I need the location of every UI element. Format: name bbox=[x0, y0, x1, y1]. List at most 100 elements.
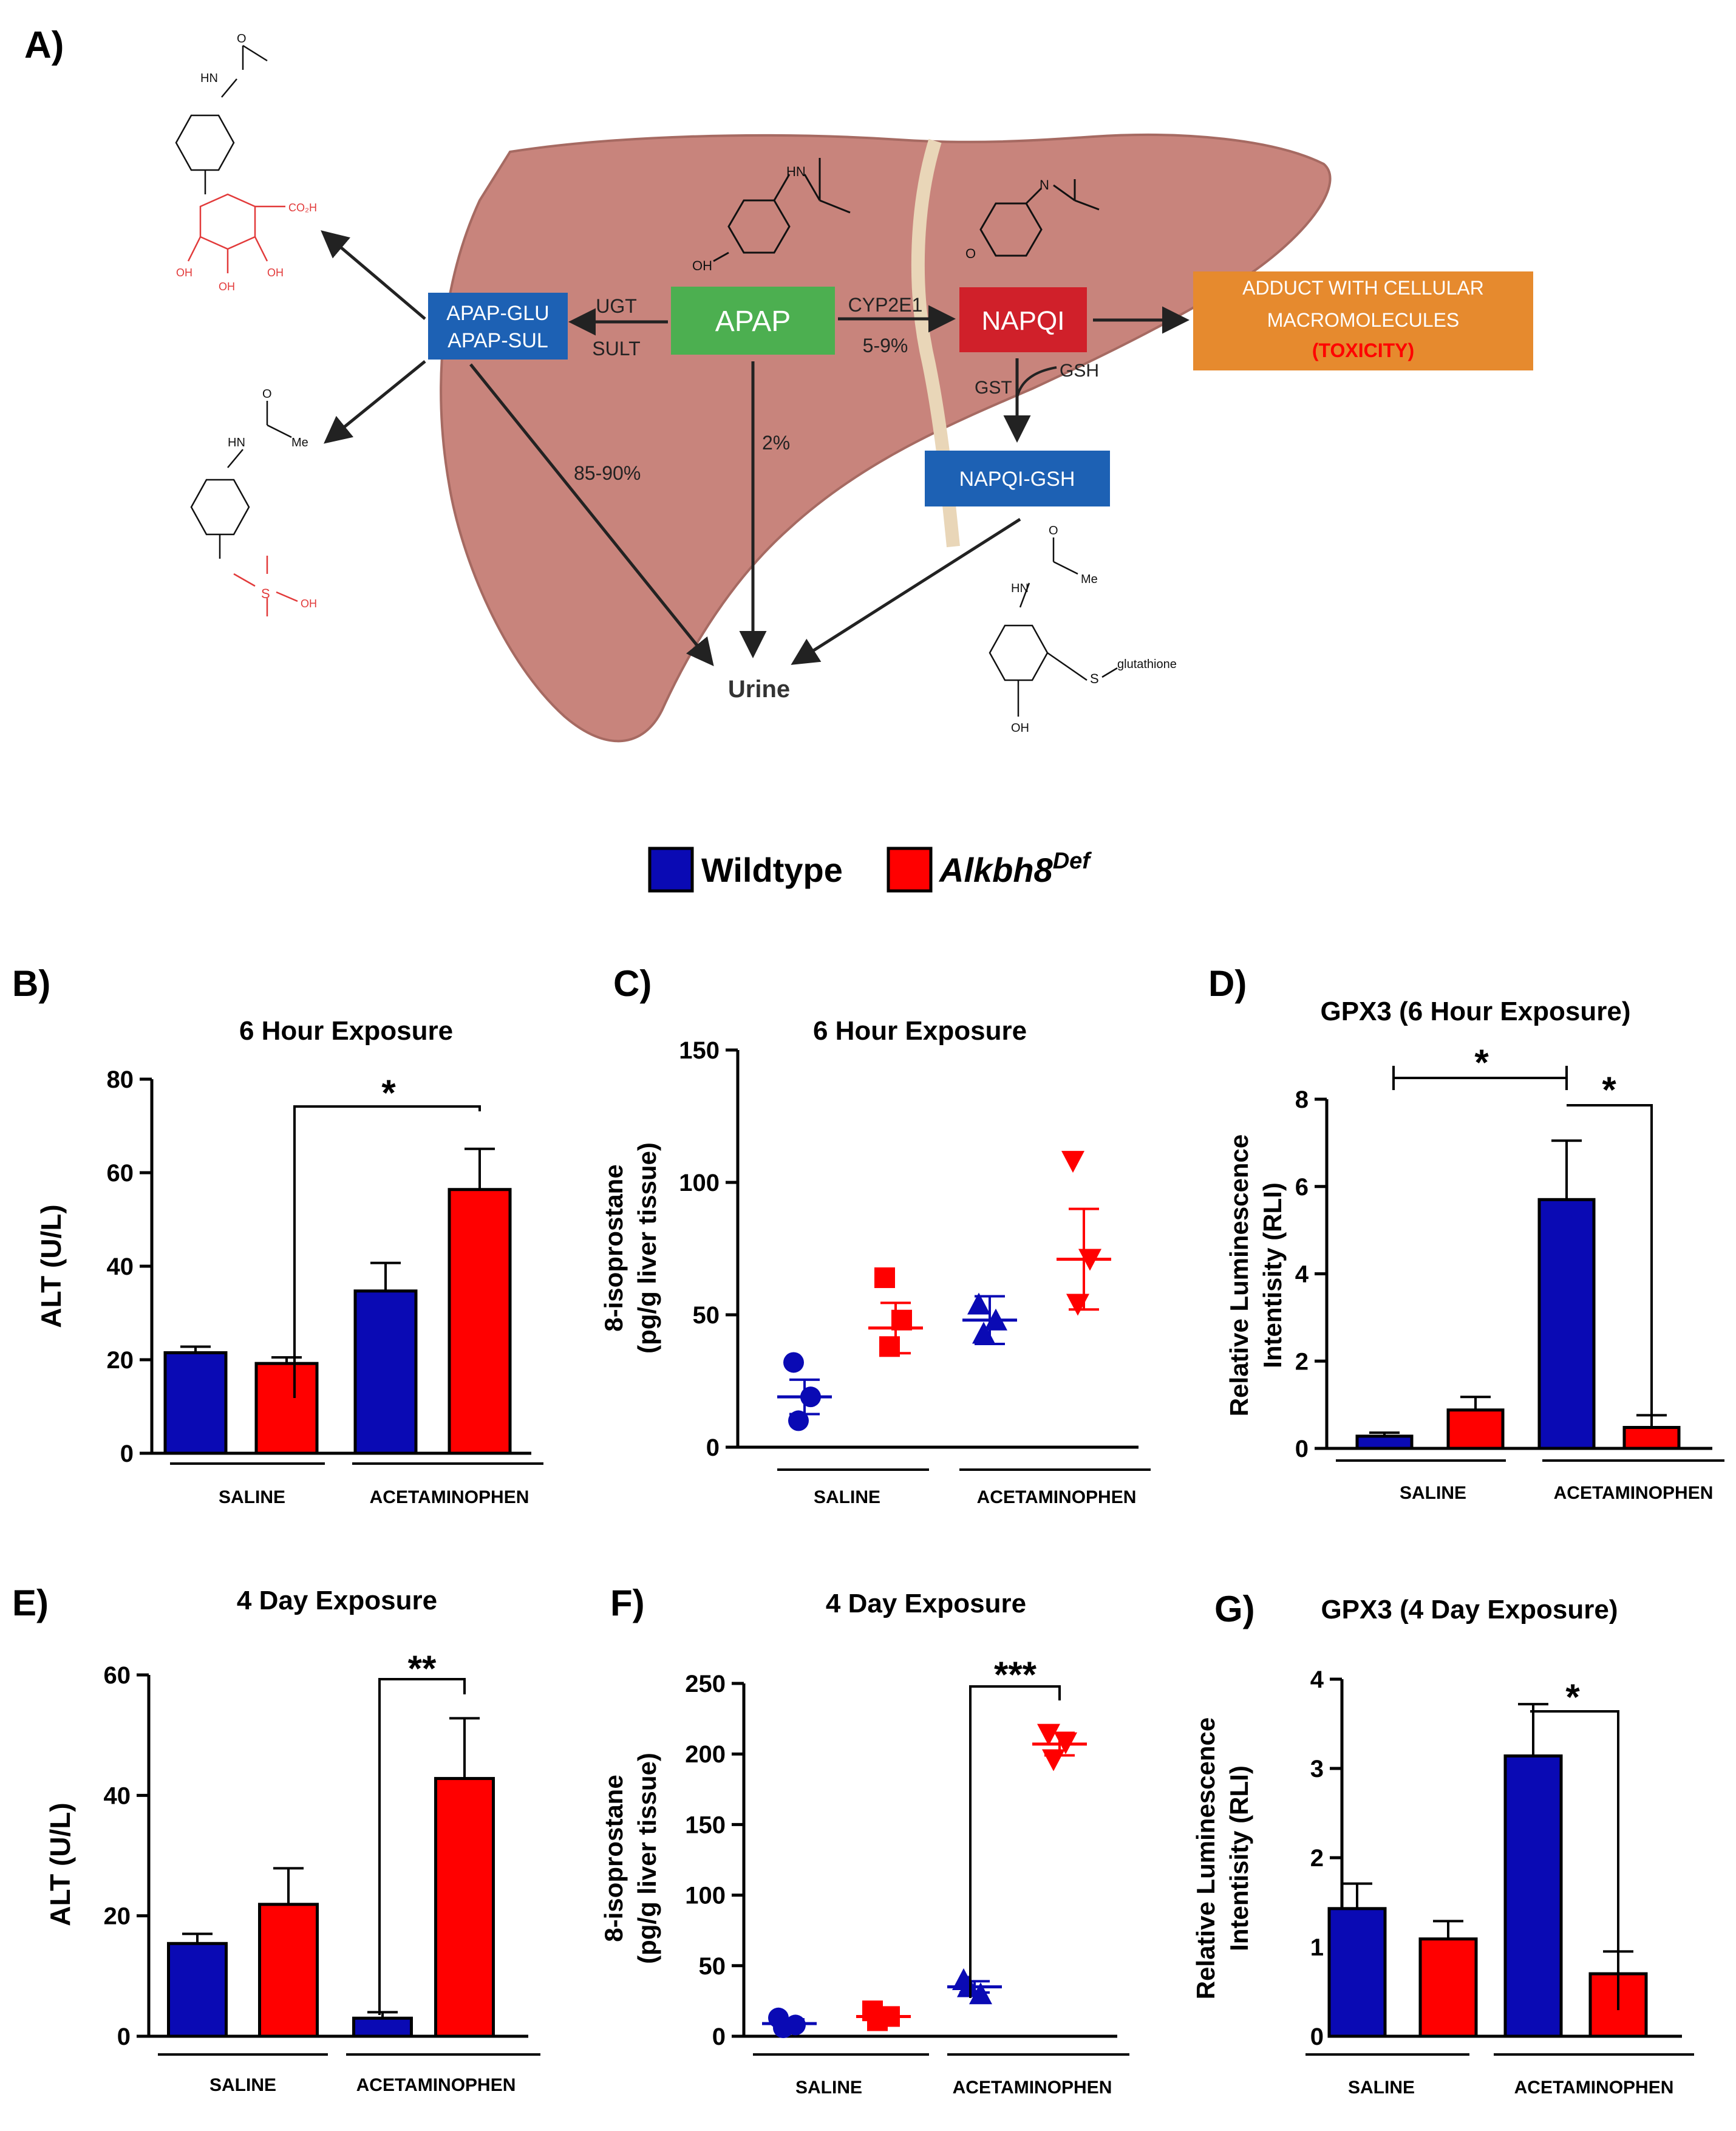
y-tick-label: 2 bbox=[1295, 1348, 1309, 1375]
y-tick-label: 0 bbox=[712, 2024, 726, 2050]
y-axis-label: ALT (U/L) bbox=[35, 1204, 67, 1328]
bar-wildtype-saline bbox=[163, 1351, 228, 1455]
y-tick-label: 4 bbox=[1310, 1666, 1324, 1693]
gsh-conjugate-structure bbox=[989, 537, 1118, 717]
label-85-90: 85-90% bbox=[574, 462, 641, 484]
bar-alkbh8def-acetaminophen bbox=[448, 1188, 512, 1455]
label-ugt: UGT bbox=[596, 295, 637, 317]
conjugate-box bbox=[428, 293, 568, 360]
data-point bbox=[1066, 1294, 1089, 1316]
label-urine: Urine bbox=[728, 676, 790, 703]
y-tick-label: 1 bbox=[1310, 1934, 1324, 1961]
y-tick-label: 40 bbox=[104, 1782, 131, 1809]
sulfate-oh: OH bbox=[301, 598, 317, 610]
bar-alkbh8def-acetaminophen bbox=[1622, 1426, 1681, 1450]
y-tick-label: 50 bbox=[699, 1953, 726, 1980]
gsh-conjugate-hn: HN bbox=[1011, 582, 1029, 595]
adduct-line1: ADDUCT WITH CELLULAR bbox=[1242, 277, 1484, 299]
data-point bbox=[874, 1267, 895, 1288]
chart-title: 6 Hour Exposure bbox=[239, 1016, 453, 1046]
significance-marker: * bbox=[1602, 1069, 1616, 1110]
panel-label: G) bbox=[1214, 1589, 1255, 1629]
panel-label: E) bbox=[12, 1583, 49, 1623]
legend-swatch-alkbh8def bbox=[887, 847, 933, 893]
group-label-saline: SALINE bbox=[1348, 2078, 1415, 2098]
sulfate-group bbox=[233, 556, 298, 616]
panel-label: F) bbox=[610, 1583, 645, 1623]
data-point bbox=[957, 1975, 980, 1997]
data-point bbox=[1042, 1749, 1065, 1771]
y-tick-label: 0 bbox=[1295, 1436, 1309, 1462]
y-tick-label: 200 bbox=[685, 1741, 726, 1768]
chart-title: GPX3 (6 Hour Exposure) bbox=[1320, 997, 1630, 1026]
data-point bbox=[800, 1386, 821, 1408]
adduct-box bbox=[1193, 271, 1533, 370]
bar-alkbh8def-saline bbox=[258, 1903, 319, 2038]
adduct-line2: MACROMOLECULES bbox=[1267, 309, 1460, 331]
significance-marker: * bbox=[1474, 1042, 1489, 1083]
significance-marker: *** bbox=[994, 1654, 1037, 1695]
y-axis-label-line1: Relative Luminescence bbox=[1225, 1134, 1253, 1417]
significance-bracket bbox=[1530, 1710, 1619, 2010]
significance-marker: * bbox=[381, 1072, 396, 1113]
data-point bbox=[1078, 1249, 1101, 1271]
data-point bbox=[788, 1410, 809, 1431]
glucuronide-structure bbox=[175, 44, 268, 194]
bar-alkbh8def-saline bbox=[254, 1362, 319, 1455]
bar-wildtype-saline bbox=[1355, 1434, 1414, 1450]
legend-label-alkbh8def-base: Alkbh8 bbox=[938, 851, 1054, 889]
apap-box bbox=[671, 287, 835, 355]
napqi-box-label: NAPQI bbox=[982, 306, 1065, 336]
apap-structure bbox=[713, 158, 851, 262]
glucuronide-hn: HN bbox=[200, 72, 218, 85]
panel-label: B) bbox=[12, 963, 50, 1004]
bar-wildtype-acetaminophen bbox=[353, 1289, 418, 1455]
y-axis-label-line1: 8-isoprostane bbox=[599, 1164, 628, 1331]
glucuronide-oh2: OH bbox=[219, 281, 235, 293]
sulfate-s: S bbox=[261, 586, 270, 601]
group-label-acetaminophen: ACETAMINOPHEN bbox=[1514, 2078, 1674, 2098]
sulfate-me: Me bbox=[291, 436, 308, 449]
y-tick-label: 40 bbox=[107, 1253, 134, 1280]
group-label-saline: SALINE bbox=[795, 2078, 862, 2098]
arrow-conjugates-to-urine bbox=[469, 363, 714, 667]
sulfate-o-top: O bbox=[262, 387, 272, 401]
y-axis-label-line1: Relative Luminescence bbox=[1191, 1717, 1220, 2000]
label-2pct: 2% bbox=[762, 432, 790, 454]
group-label-saline: SALINE bbox=[209, 2075, 276, 2095]
data-point bbox=[867, 2010, 888, 2031]
data-point bbox=[891, 1309, 912, 1331]
glucuronide-co2h: CO₂H bbox=[288, 202, 317, 214]
liver-shape bbox=[440, 134, 1332, 743]
significance-marker: * bbox=[1565, 1677, 1580, 1717]
panel-b: B) 6 Hour Exposure 0 20 40 60 80 ALT (U/L) SALIN… bbox=[12, 963, 543, 1507]
arrow-to-sulfate bbox=[324, 360, 426, 444]
y-axis-label: ALT (U/L) bbox=[44, 1802, 76, 1926]
legend-label-alkbh8def-sup: Def bbox=[1053, 848, 1092, 874]
conjugate-box-line1: APAP-GLU bbox=[446, 302, 549, 325]
y-tick-label: 0 bbox=[120, 1441, 134, 1467]
data-point bbox=[773, 2017, 794, 2039]
group-label-saline: SALINE bbox=[1400, 1483, 1466, 1503]
legend-label-alkbh8def: Alkbh8Def bbox=[938, 848, 1092, 889]
sulfate-structure bbox=[190, 401, 292, 559]
y-axis-label-line2: Intentisity (RLI) bbox=[1225, 1765, 1253, 1951]
bar-alkbh8def-saline bbox=[1446, 1408, 1505, 1450]
chart-title: 4 Day Exposure bbox=[237, 1586, 437, 1615]
legend: Wildtype Alkbh8Def bbox=[648, 847, 1092, 893]
napqi-box bbox=[959, 287, 1087, 352]
chart-title: GPX3 (4 Day Exposure) bbox=[1321, 1595, 1618, 1625]
napqi-structure bbox=[979, 179, 1100, 257]
legend-swatch-wildtype bbox=[648, 847, 694, 893]
y-tick-label: 80 bbox=[107, 1066, 134, 1093]
bar-wildtype-saline bbox=[1327, 1907, 1387, 2038]
data-point bbox=[967, 1292, 990, 1315]
chart-title: 4 Day Exposure bbox=[826, 1589, 1026, 1618]
y-tick-label: 6 bbox=[1295, 1174, 1309, 1201]
arrow-to-glucuronide bbox=[321, 230, 426, 320]
significance-marker: ** bbox=[408, 1648, 437, 1689]
group-label-acetaminophen: ACETAMINOPHEN bbox=[977, 1487, 1137, 1507]
y-tick-label: 20 bbox=[104, 1903, 131, 1930]
chart-title: 6 Hour Exposure bbox=[813, 1016, 1027, 1046]
label-cyp2e1: CYP2E1 bbox=[848, 294, 923, 316]
